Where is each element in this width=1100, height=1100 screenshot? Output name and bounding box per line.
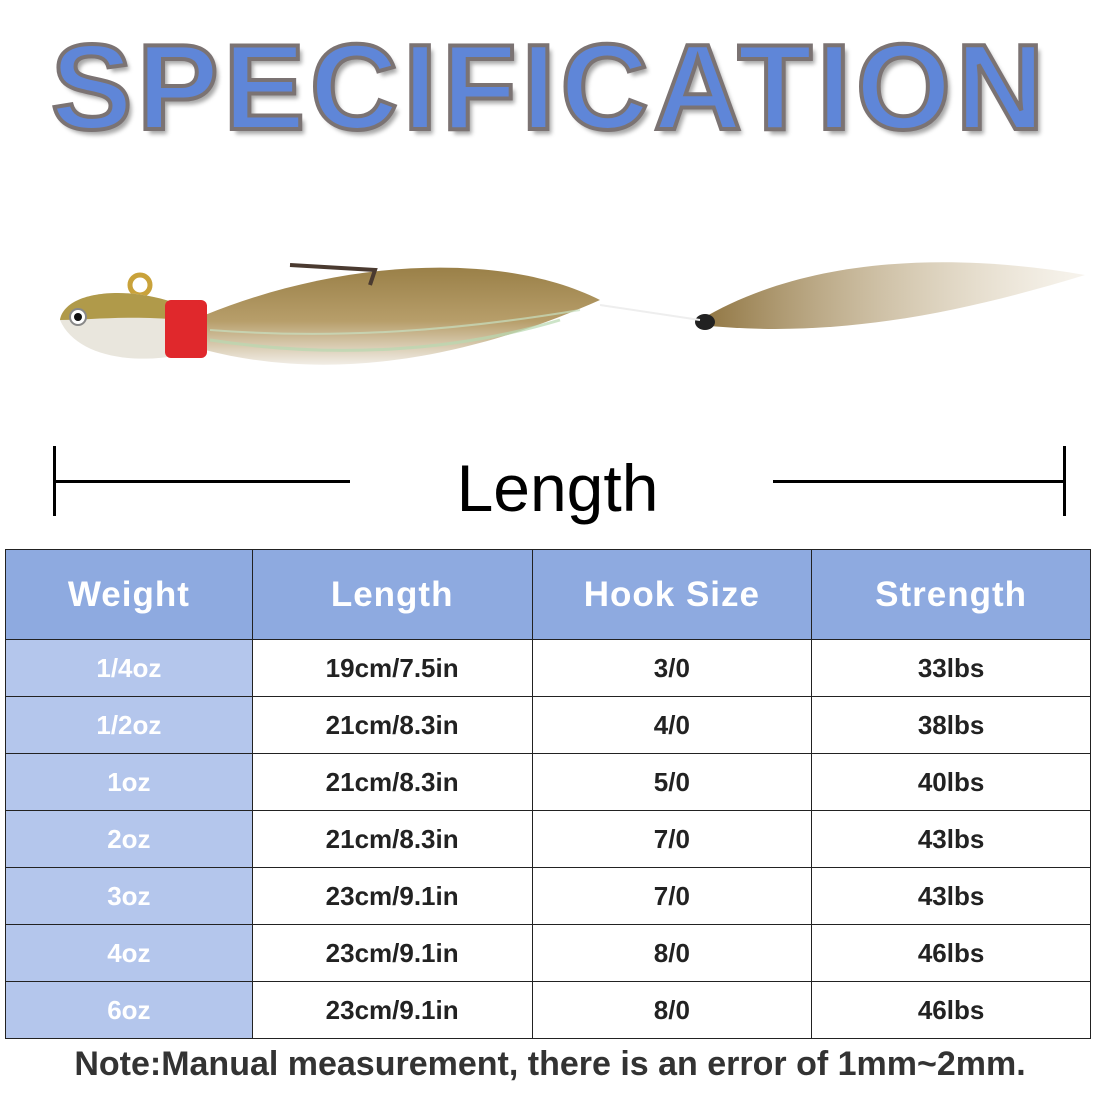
dimension-label: Length: [456, 451, 659, 525]
dimension-left-line: [55, 480, 350, 483]
table-cell: 1/2oz: [5, 696, 253, 754]
table-cell: 7/0: [531, 867, 813, 925]
spec-table: Weight Length Hook Size Strength 1/4oz 19cm/…: [5, 549, 1091, 1039]
column-header: Hook Size: [531, 549, 813, 640]
table-cell: 23cm/9.1in: [251, 924, 533, 982]
table-cell: 8/0: [531, 924, 813, 982]
table-cell: 21cm/8.3in: [251, 753, 533, 811]
table-cell: 1/4oz: [5, 639, 253, 697]
table-cell: 23cm/9.1in: [251, 981, 533, 1039]
table-row: 2oz 21cm/8.3in 7/0 43lbs: [5, 810, 1091, 868]
table-row: 1oz 21cm/8.3in 5/0 40lbs: [5, 753, 1091, 811]
table-cell: 8/0: [531, 981, 813, 1039]
column-header: Weight: [5, 549, 253, 640]
table-cell: 38lbs: [811, 696, 1091, 754]
table-cell: 43lbs: [811, 810, 1091, 868]
column-header: Length: [251, 549, 533, 640]
table-header-row: Weight Length Hook Size Strength: [5, 549, 1091, 640]
table-row: 4oz 23cm/9.1in 8/0 46lbs: [5, 924, 1091, 982]
table-cell: 40lbs: [811, 753, 1091, 811]
table-row: 6oz 23cm/9.1in 8/0 46lbs: [5, 981, 1091, 1039]
table-cell: 2oz: [5, 810, 253, 868]
table-cell: 23cm/9.1in: [251, 867, 533, 925]
table-row: 3oz 23cm/9.1in 7/0 43lbs: [5, 867, 1091, 925]
dimension-right-tick: [1063, 446, 1066, 516]
table-row: 1/2oz 21cm/8.3in 4/0 38lbs: [5, 696, 1091, 754]
table-cell: 46lbs: [811, 981, 1091, 1039]
table-cell: 4/0: [531, 696, 813, 754]
table-cell: 43lbs: [811, 867, 1091, 925]
table-cell: 21cm/8.3in: [251, 696, 533, 754]
table-cell: 21cm/8.3in: [251, 810, 533, 868]
table-cell: 3/0: [531, 639, 813, 697]
table-row: 1/4oz 19cm/7.5in 3/0 33lbs: [5, 639, 1091, 697]
bucktail-jig-image: [60, 262, 1085, 365]
measurement-note: Note:Manual measurement, there is an err…: [74, 1045, 1026, 1083]
table-cell: 4oz: [5, 924, 253, 982]
table-cell: 6oz: [5, 981, 253, 1039]
table-cell: 5/0: [531, 753, 813, 811]
table-cell: 19cm/7.5in: [251, 639, 533, 697]
dimension-left-tick: [53, 446, 56, 516]
page-title: SPECIFICATION: [49, 19, 1050, 155]
table-cell: 7/0: [531, 810, 813, 868]
table-cell: 33lbs: [811, 639, 1091, 697]
table-cell: 1oz: [5, 753, 253, 811]
table-cell: 3oz: [5, 867, 253, 925]
dimension-right-line: [773, 480, 1065, 483]
column-header: Strength: [811, 549, 1091, 640]
table-cell: 46lbs: [811, 924, 1091, 982]
